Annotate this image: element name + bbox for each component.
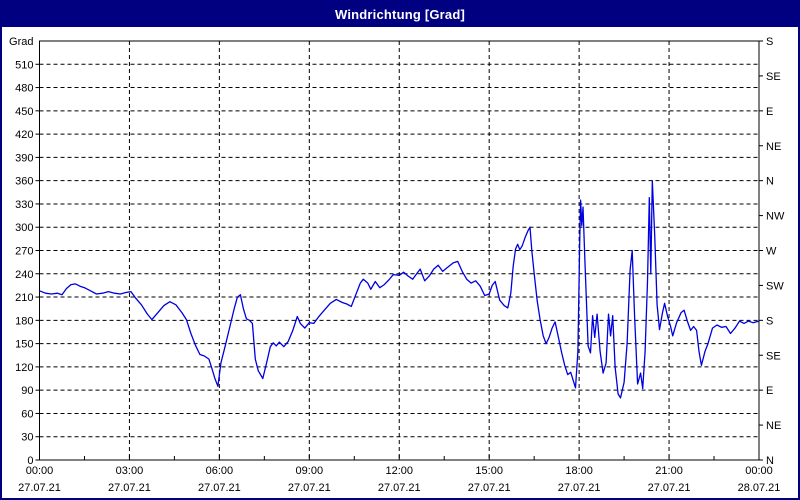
y-axis-tick-label-left: 60	[21, 408, 33, 420]
compass-tick-label-right: SW	[766, 280, 784, 292]
x-axis-time-label: 09:00	[296, 465, 324, 477]
window-title: Windrichtung [Grad]	[334, 7, 466, 22]
wind-direction-chart: 0 30 60 90 120 150 180 210 240 270 300 330 360 390 420…	[9, 36, 785, 494]
y-axis-tick-label-left: 240	[15, 269, 33, 281]
y-axis-tick-label-left: 90	[21, 385, 33, 397]
compass-tick-label-right: NE	[766, 141, 781, 153]
x-axis-date-label: 27.07.21	[108, 482, 151, 494]
x-axis-date-label: 27.07.21	[288, 482, 331, 494]
y-axis-tick-label-left: 150	[15, 339, 33, 351]
y-axis-tick-label-left: 300	[15, 222, 33, 234]
y-axis-tick-label-left: 180	[15, 315, 33, 327]
compass-tick-label-right: S	[766, 315, 773, 327]
x-axis-date-label: 27.07.21	[648, 482, 691, 494]
y-axis-tick-label-left: 450	[15, 106, 33, 118]
compass-tick-label-right: S	[766, 36, 773, 48]
y-axis-tick-label-left: 480	[15, 83, 33, 95]
x-axis-date-label: 27.07.21	[468, 482, 511, 494]
compass-tick-label-right: SE	[766, 71, 781, 83]
y-axis-tick-label-left: 270	[15, 246, 33, 258]
x-axis-date-label: 27.07.21	[198, 482, 241, 494]
x-axis-date-label: 27.07.21	[18, 482, 61, 494]
x-axis-time-label: 12:00	[385, 465, 413, 477]
x-axis-date-label: 27.07.21	[558, 482, 601, 494]
compass-tick-label-right: NE	[766, 420, 781, 432]
x-axis-time-label: 00:00	[745, 465, 773, 477]
compass-tick-label-right: W	[766, 246, 777, 258]
y-axis-tick-label-left: 330	[15, 199, 33, 211]
wind-direction-series	[39, 180, 760, 399]
y-axis-tick-label-left: 120	[15, 362, 33, 374]
y-axis-tick-label-left: 390	[15, 152, 33, 164]
compass-tick-label-right: N	[766, 455, 774, 467]
title-bar: Windrichtung [Grad]	[2, 2, 798, 27]
compass-tick-label-right: NW	[766, 211, 785, 223]
x-axis-date-label: 27.07.21	[378, 482, 421, 494]
x-axis-time-label: 00:00	[26, 465, 54, 477]
y-axis-tick-label-left: 30	[21, 432, 33, 444]
compass-tick-label-right: N	[766, 176, 774, 188]
x-axis-time-label: 15:00	[475, 465, 503, 477]
y-axis-tick-label-left: 0	[27, 455, 33, 467]
compass-tick-label-right: SE	[766, 350, 781, 362]
x-axis-time-label: 06:00	[206, 465, 234, 477]
y-axis-tick-label-left: 210	[15, 292, 33, 304]
x-axis-date-label: 28.07.21	[738, 482, 781, 494]
chart-area: 0 30 60 90 120 150 180 210 240 270 300 330 360 390 420…	[2, 27, 798, 498]
y-axis-tick-label-left: 420	[15, 129, 33, 141]
y-axis-tick-label-left: 510	[15, 59, 33, 71]
y-axis-tick-label-left: 360	[15, 176, 33, 188]
x-axis-time-label: 18:00	[565, 465, 593, 477]
x-axis-time-label: 03:00	[116, 465, 144, 477]
x-axis-time-label: 21:00	[655, 465, 683, 477]
y-axis-unit-label: Grad	[9, 36, 33, 48]
compass-tick-label-right: E	[766, 106, 773, 118]
compass-tick-label-right: E	[766, 385, 773, 397]
